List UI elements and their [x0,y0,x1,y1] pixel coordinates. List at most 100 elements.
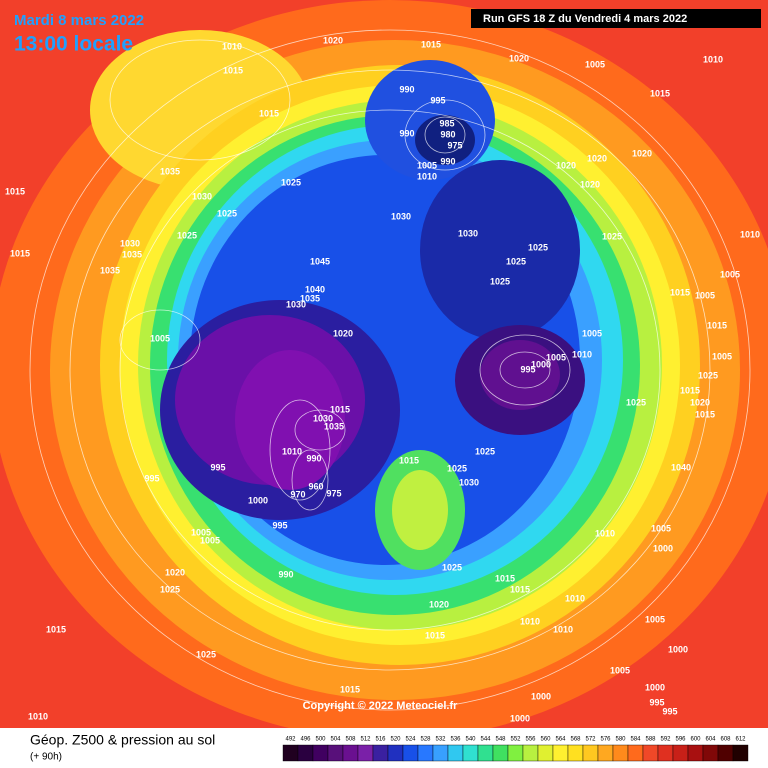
isobar-label: 1030 [286,299,306,309]
isobar-label: 1020 [429,599,449,609]
isobar-label: 1025 [475,446,495,456]
isobar-label: 1015 [707,320,727,330]
isobar-label: 1030 [120,238,140,248]
colorbar-swatch [402,744,419,762]
colorbar-label: 512 [360,737,371,743]
colorbar-label: 492 [285,737,296,743]
colorbar-label: 612 [735,737,746,743]
isobar-label: 1020 [580,179,600,189]
isobar-label: 1010 [28,711,48,721]
colorbar-swatch [537,744,554,762]
colorbar-label: 552 [510,737,521,743]
colorbar-swatch [672,744,689,762]
colorbar-swatch [582,744,599,762]
isobar-label: 1030 [459,477,479,487]
isobar-label: 1035 [122,249,142,259]
isobar-label: 1020 [165,567,185,577]
isobar-label: 1015 [425,630,445,640]
isobar-label: 1010 [565,593,585,603]
isobar-label: 1015 [421,39,441,49]
isobar-label: 1025 [626,397,646,407]
run-box [471,9,761,28]
isobar-label: 1025 [217,208,237,218]
isobar-label: 1005 [720,269,740,279]
isobar-label: 1000 [668,644,688,654]
colorbar-label: 536 [450,737,461,743]
isobar-label: 1000 [653,543,673,553]
isobar-label: 1005 [200,535,220,545]
isobar-label: 1025 [506,256,526,266]
isobar-label: 995 [144,473,159,483]
colorbar-label: 532 [435,737,446,743]
isobar-label: 1015 [223,65,243,75]
isobar-label: 1020 [587,153,607,163]
colorbar-label: 504 [330,737,341,743]
colorbar: 492 496 500 504 508 512 516 520 524 528 532 536 540 5… [282,737,749,762]
colorbar-swatch [432,744,449,762]
isobar-label: 985 [439,118,454,128]
colorbar-swatch [732,744,749,762]
colorbar-swatch [552,744,569,762]
isobar-label: 1005 [712,351,732,361]
isobar-label: 975 [447,140,462,150]
colorbar-label: 592 [660,737,671,743]
isobar-label: 1015 [46,624,66,634]
legend-title: Géop. Z500 & pression au sol [30,732,215,748]
colorbar-label: 576 [600,737,611,743]
colorbar-label: 608 [720,737,731,743]
colorbar-swatch [477,744,494,762]
isobar-label: 960 [308,481,323,491]
isobar-label: 995 [662,706,677,716]
isobar-label: 1025 [490,276,510,286]
isobar-label: 1025 [698,370,718,380]
isobar-label: 990 [278,569,293,579]
isobar-label: 1005 [191,527,211,537]
isobar-label: 1015 [650,88,670,98]
isobar-label: 1010 [222,41,242,51]
isobar-label: 1005 [417,160,437,170]
isobar-label: 990 [399,84,414,94]
isobar-label: 1020 [556,160,576,170]
isobar-label: 1030 [458,228,478,238]
colorbar-label: 560 [540,737,551,743]
isobar-label: 1015 [10,248,30,258]
isobar-label: 1040 [305,284,325,294]
isobar-label: 970 [290,489,305,499]
isobar-label: 1035 [100,265,120,275]
copyright: Copyright © 2022 Meteociel.fr [303,700,459,712]
isobar-label: 1015 [495,573,515,583]
isobar-label: 1025 [196,649,216,659]
colorbar-label: 596 [675,737,686,743]
isobar-label: 1000 [531,691,551,701]
isobar-label: 1010 [282,446,302,456]
isobar-label: 1025 [177,230,197,240]
isobar-label: 1015 [510,584,530,594]
colorbar-label: 600 [690,737,701,743]
isobar-label: 990 [306,453,321,463]
isobar-label: 1005 [645,614,665,624]
colorbar-swatch [372,744,389,762]
colorbar-swatch [282,744,299,762]
colorbar-swatch [597,744,614,762]
isobar-label: 1015 [680,385,700,395]
isobar-label: 1025 [528,242,548,252]
isobar-label: 1020 [632,148,652,158]
colorbar-swatch [627,744,644,762]
isobar-label: 1020 [690,397,710,407]
map-field [0,0,768,728]
colorbar-label: 528 [420,737,431,743]
isobar-label: 1000 [510,713,530,723]
isobar-label: 1010 [553,624,573,634]
colorbar-swatch [462,744,479,762]
isobar-label: 1010 [703,54,723,64]
isobar-label: 1000 [248,495,268,505]
isobar-label: 1005 [546,352,566,362]
isobar-label: 1015 [695,409,715,419]
isobar-label: 1005 [582,328,602,338]
colorbar-label: 572 [585,737,596,743]
isobar-label: 1005 [651,523,671,533]
isobar-label: 1015 [330,404,350,414]
